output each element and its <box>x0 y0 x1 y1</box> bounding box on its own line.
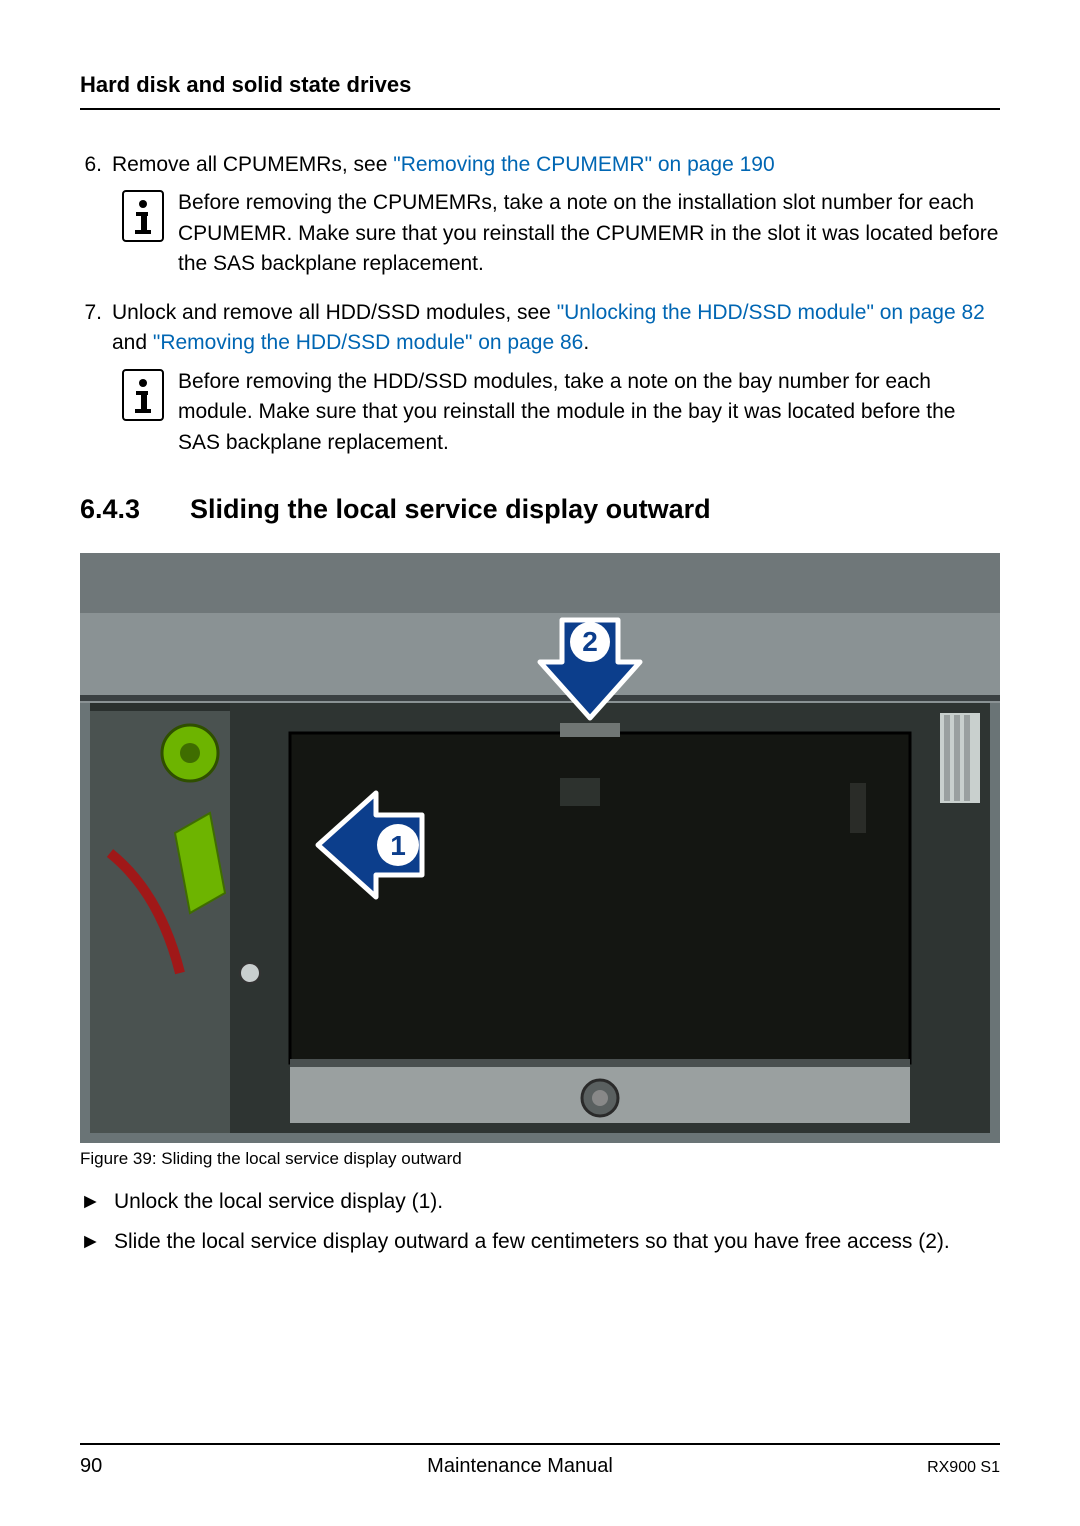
step-text: and <box>112 331 153 354</box>
figure: 2 1 <box>80 553 1000 1143</box>
svg-text:2: 2 <box>582 626 598 657</box>
substeps: ► Unlock the local service display (1). … <box>80 1187 1000 1258</box>
svg-text:1: 1 <box>390 830 406 861</box>
figure-caption: Figure 39: Sliding the local service dis… <box>80 1149 1000 1169</box>
substep-text: Unlock the local service display (1). <box>114 1187 1000 1217</box>
section-title: Sliding the local service display outwar… <box>190 494 711 524</box>
substep-text: Slide the local service display outward … <box>114 1227 1000 1257</box>
page-footer: 90 Maintenance Manual RX900 S1 <box>80 1443 1000 1478</box>
info-icon <box>122 369 164 421</box>
list-marker: 7. <box>80 298 112 359</box>
section-number: 6.4.3 <box>80 494 190 525</box>
info-note: Before removing the HDD/SSD modules, tak… <box>122 367 1000 458</box>
cross-ref-link[interactable]: "Removing the CPUMEMR" on page 190 <box>393 153 774 176</box>
cross-ref-link[interactable]: "Unlocking the HDD/SSD module" on page 8… <box>557 301 985 324</box>
list-item: 6. Remove all CPUMEMRs, see "Removing th… <box>80 150 1000 180</box>
page: Hard disk and solid state drives 6. Remo… <box>0 0 1080 1526</box>
step-text: Remove all CPUMEMRs, see <box>112 153 393 176</box>
step-text: Unlock and remove all HDD/SSD modules, s… <box>112 301 557 324</box>
numbered-list: 6. Remove all CPUMEMRs, see "Removing th… <box>80 150 1000 458</box>
step-text: . <box>583 331 589 354</box>
list-item: 7. Unlock and remove all HDD/SSD modules… <box>80 298 1000 359</box>
info-text: Before removing the HDD/SSD modules, tak… <box>178 367 1000 458</box>
info-text: Before removing the CPUMEMRs, take a not… <box>178 188 1000 279</box>
substep: ► Slide the local service display outwar… <box>80 1227 1000 1257</box>
info-note: Before removing the CPUMEMRs, take a not… <box>122 188 1000 279</box>
footer-title: Maintenance Manual <box>140 1455 900 1478</box>
running-header: Hard disk and solid state drives <box>80 72 1000 110</box>
list-body: Unlock and remove all HDD/SSD modules, s… <box>112 298 1000 359</box>
footer-model: RX900 S1 <box>900 1459 1000 1477</box>
section-heading: 6.4.3Sliding the local service display o… <box>80 494 1000 525</box>
substep: ► Unlock the local service display (1). <box>80 1187 1000 1217</box>
list-marker: 6. <box>80 150 112 180</box>
list-body: Remove all CPUMEMRs, see "Removing the C… <box>112 150 1000 180</box>
step-marker-icon: ► <box>80 1227 114 1257</box>
info-icon <box>122 190 164 242</box>
page-number: 90 <box>80 1455 140 1478</box>
step-marker-icon: ► <box>80 1187 114 1217</box>
cross-ref-link[interactable]: "Removing the HDD/SSD module" on page 86 <box>153 331 583 354</box>
